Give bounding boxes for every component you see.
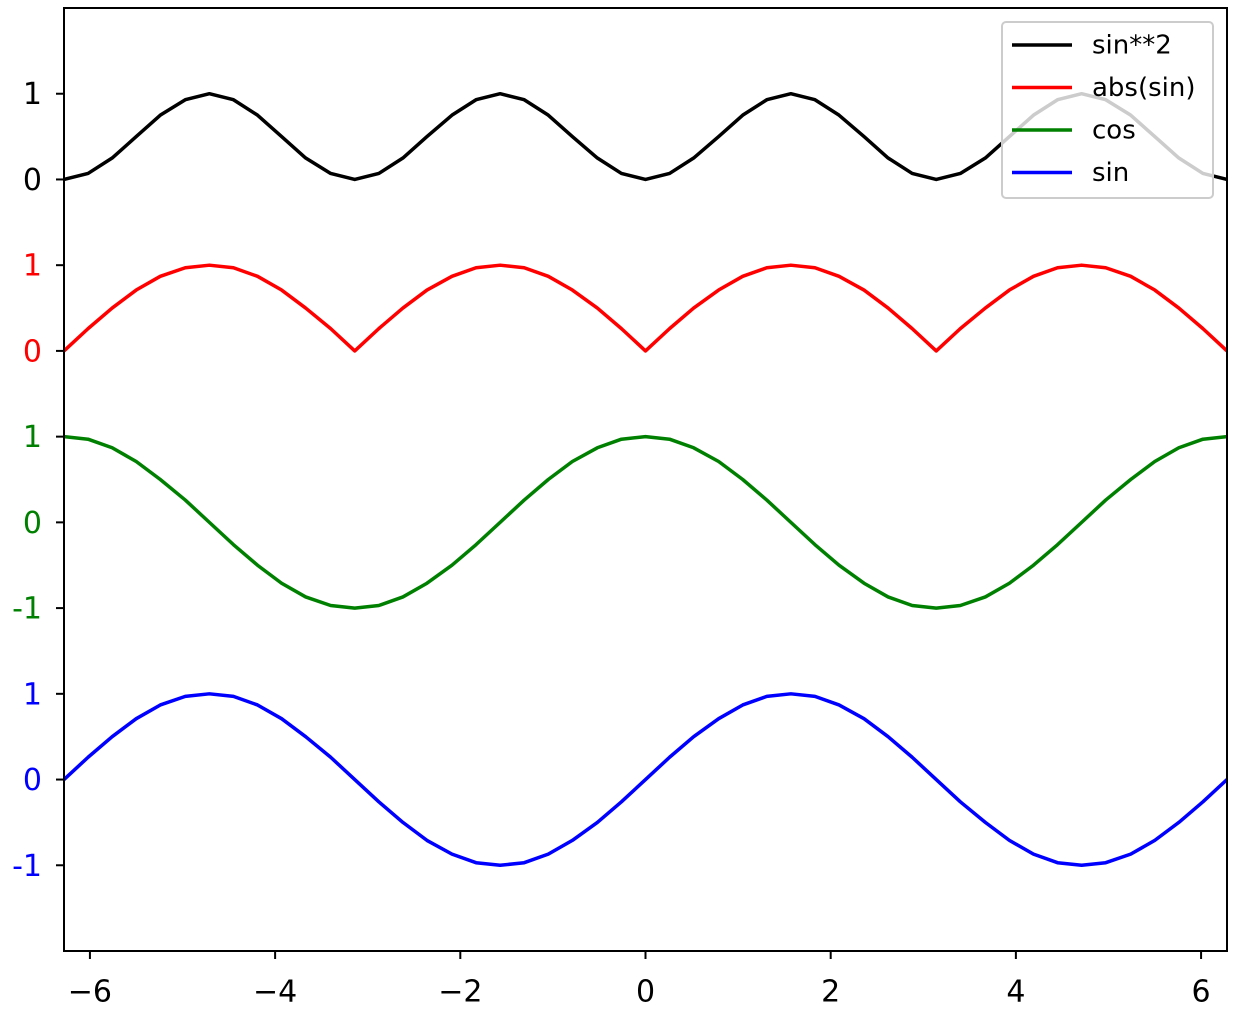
y-tick-label: 1 — [23, 420, 42, 455]
y-tick-label: -1 — [12, 592, 42, 627]
line-series — [64, 263, 1227, 353]
y-tick-label: 0 — [23, 163, 42, 198]
x-tick-label: −2 — [438, 975, 482, 1010]
x-tick-label: 0 — [636, 975, 655, 1010]
legend-label: sin**2 — [1092, 31, 1172, 61]
y-tick-label: 1 — [23, 677, 42, 712]
legend-label: sin — [1092, 158, 1129, 188]
y-tick-label: 0 — [23, 763, 42, 798]
y-tick-label: 1 — [23, 249, 42, 284]
x-tick-label: −4 — [253, 975, 297, 1010]
legend-label: abs(sin) — [1092, 73, 1196, 103]
line-series — [64, 692, 1227, 868]
x-tick-label: 2 — [821, 975, 840, 1010]
x-tick-label: 6 — [1192, 975, 1211, 1010]
y-tick-label: 0 — [23, 506, 42, 541]
y-tick-label: 1 — [23, 77, 42, 112]
x-tick-label: −6 — [68, 975, 112, 1010]
legend-box — [1001, 21, 1214, 199]
x-tick-label: 4 — [1006, 975, 1025, 1010]
y-tick-label: -1 — [12, 849, 42, 884]
y-tick-label: 0 — [23, 334, 42, 369]
line-series — [64, 434, 1227, 610]
legend-label: cos — [1092, 116, 1136, 146]
